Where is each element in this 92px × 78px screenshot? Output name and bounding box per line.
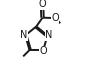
Text: N: N	[20, 30, 27, 40]
Text: N: N	[45, 30, 53, 40]
Text: O: O	[39, 46, 47, 56]
Text: O: O	[38, 0, 46, 9]
Text: O: O	[51, 13, 59, 23]
